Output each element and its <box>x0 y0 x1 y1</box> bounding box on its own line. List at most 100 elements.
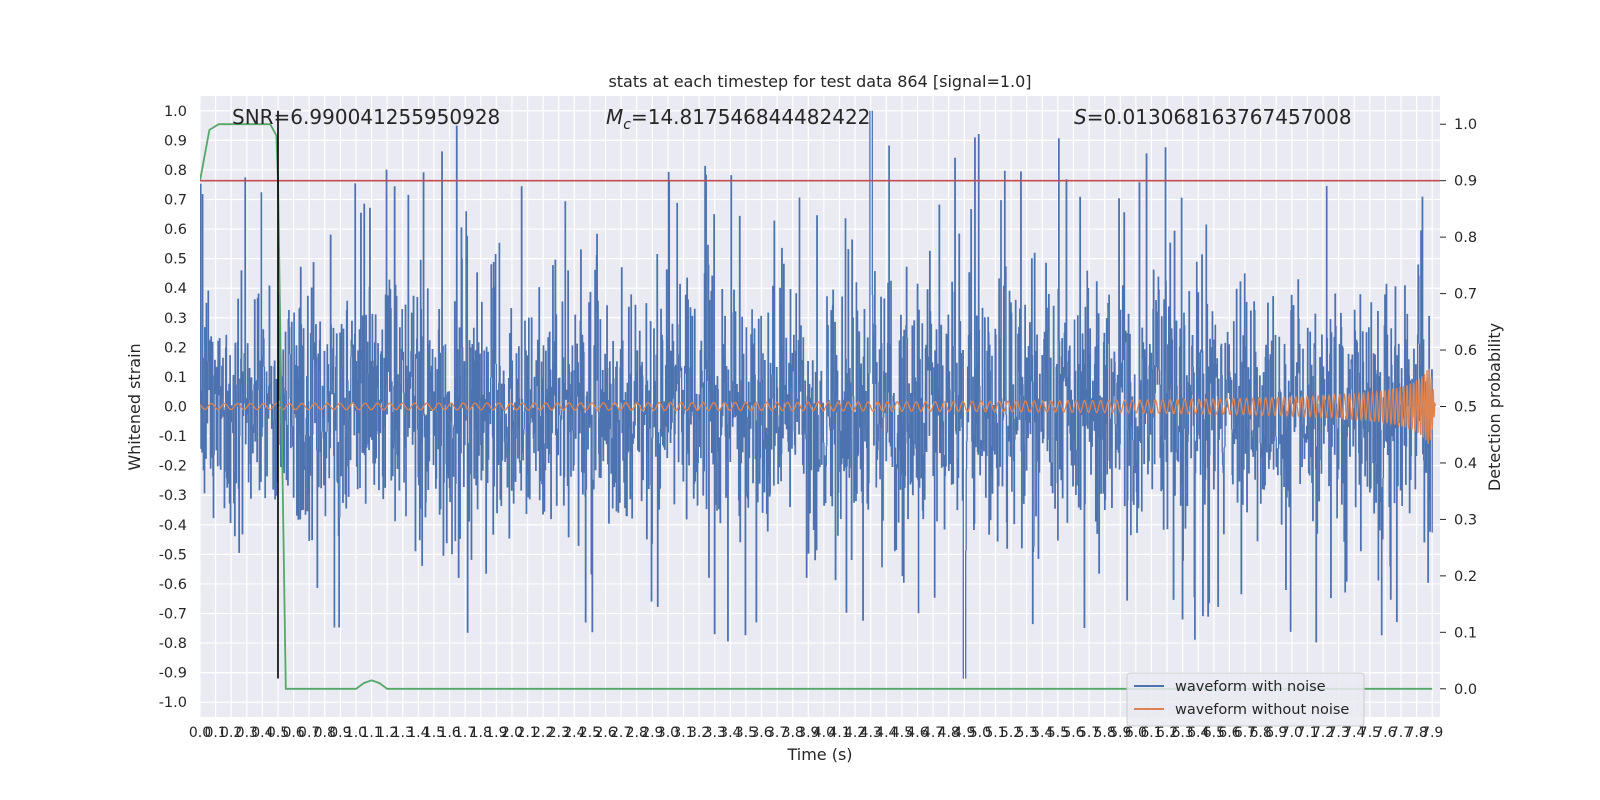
series-layer <box>200 110 1436 690</box>
x-tick-label: 7.8 <box>1405 725 1427 741</box>
chart-title: stats at each timestep for test data 864… <box>608 72 1031 91</box>
y-axis-right-ticks: 0.0 0.1 0.2 0.3 0.4 0.5 0.6 0.7 0.8 0.9 1.0 <box>1440 117 1477 698</box>
x-tick-label: 3.9 <box>797 725 819 741</box>
x-tick-label: 3.0 <box>657 725 679 741</box>
x-tick-label: 3.2 <box>688 725 710 741</box>
x-tick-label: 3.3 <box>704 725 726 741</box>
x-tick-label: 0.2 <box>220 725 242 741</box>
x-tick-label: 6.9 <box>1265 725 1287 741</box>
x-tick-label: 5.5 <box>1047 725 1069 741</box>
y-left-tick-label: -0.4 <box>159 518 187 534</box>
y-left-tick-label: -0.9 <box>159 666 187 682</box>
x-tick-label: 5.9 <box>1109 725 1131 741</box>
x-tick-label: 7.7 <box>1390 725 1412 741</box>
x-tick-label: 5.0 <box>969 725 991 741</box>
x-tick-label: 1.6 <box>438 725 460 741</box>
x-tick-label: 0.5 <box>267 725 289 741</box>
x-tick-label: 3.6 <box>750 725 772 741</box>
chirp-mass-annotation: Mc=14.817546844482422 <box>606 105 870 133</box>
y-left-tick-label: -0.8 <box>159 636 187 652</box>
y-left-tick-label: -0.2 <box>159 459 187 475</box>
x-tick-label: 1.3 <box>392 725 414 741</box>
x-tick-label: 0.3 <box>236 725 258 741</box>
y-left-tick-label: 0.0 <box>164 400 187 416</box>
y-right-tick-label: 0.1 <box>1454 625 1477 641</box>
x-tick-label: 2.0 <box>501 725 523 741</box>
x-tick-label: 0.4 <box>251 725 273 741</box>
x-tick-label: 6.7 <box>1234 725 1256 741</box>
y-left-tick-label: -1.0 <box>159 695 187 711</box>
x-tick-label: 5.6 <box>1062 725 1084 741</box>
series-waveform-with-noise <box>200 110 1433 679</box>
x-tick-label: 5.4 <box>1031 725 1053 741</box>
x-tick-label: 5.1 <box>984 725 1006 741</box>
x-tick-label: 1.8 <box>470 725 492 741</box>
y-right-tick-label: 0.2 <box>1454 569 1477 585</box>
series-detection-probability <box>200 123 1433 690</box>
x-tick-label: 5.7 <box>1078 725 1100 741</box>
y-right-tick-label: 0.0 <box>1454 682 1477 698</box>
x-tick-label: 7.0 <box>1281 725 1303 741</box>
y-left-tick-label: 0.8 <box>164 163 187 179</box>
x-tick-label: 6.8 <box>1249 725 1271 741</box>
x-tick-label: 7.3 <box>1327 725 1349 741</box>
y-left-tick-label: -0.6 <box>159 577 187 593</box>
y-left-tick-label: 0.1 <box>164 370 187 386</box>
chirp-mass-value: =14.817546844482422 <box>631 105 870 129</box>
legend: waveform with noise waveform without noi… <box>1126 672 1365 727</box>
x-tick-label: 5.3 <box>1016 725 1038 741</box>
y-left-tick-label: 0.7 <box>164 193 187 209</box>
y-right-tick-label: 1.0 <box>1454 117 1477 133</box>
y-left-tick-label: 1.0 <box>164 104 187 120</box>
y-left-tick-label: 0.2 <box>164 340 187 356</box>
legend-entry-noise: waveform with noise <box>1175 679 1326 695</box>
x-tick-label: 2.4 <box>563 725 585 741</box>
x-tick-label: 5.8 <box>1094 725 1116 741</box>
x-tick-label: 7.4 <box>1343 725 1365 741</box>
x-tick-label: 4.8 <box>938 725 960 741</box>
x-tick-label: 1.5 <box>423 725 445 741</box>
x-tick-label: 0.7 <box>298 725 320 741</box>
y-left-tick-label: 0.3 <box>164 311 187 327</box>
x-tick-label: 3.5 <box>735 725 757 741</box>
y-right-tick-label: 0.4 <box>1454 456 1477 472</box>
x-tick-label: 4.5 <box>891 725 913 741</box>
y-axis-left-label: Whitened strain <box>125 343 144 470</box>
x-tick-label: 2.5 <box>579 725 601 741</box>
x-tick-label: 6.2 <box>1156 725 1178 741</box>
x-tick-label: 2.2 <box>532 725 554 741</box>
y-left-tick-label: -0.5 <box>159 547 187 563</box>
legend-box <box>1126 672 1365 727</box>
x-tick-label: 4.2 <box>844 725 866 741</box>
y-right-tick-label: 0.5 <box>1454 400 1477 416</box>
x-tick-label: 1.1 <box>360 725 382 741</box>
legend-entry-clean: waveform without noise <box>1175 702 1349 718</box>
x-tick-label: 7.2 <box>1312 725 1334 741</box>
x-tick-label: 4.6 <box>906 725 928 741</box>
s-value: =0.013068163767457008 <box>1087 105 1352 129</box>
x-tick-label: 1.7 <box>454 725 476 741</box>
s-symbol: S <box>1074 105 1087 129</box>
chirp-mass-subscript: c <box>623 117 631 133</box>
x-tick-label: 3.8 <box>782 725 804 741</box>
x-tick-label: 1.9 <box>485 725 507 741</box>
x-tick-label: 3.1 <box>672 725 694 741</box>
x-tick-label: 7.5 <box>1359 725 1381 741</box>
y-axis-right-label: Detection probability <box>1485 323 1504 491</box>
y-left-tick-label: -0.3 <box>159 488 187 504</box>
x-tick-label: 7.9 <box>1421 725 1443 741</box>
y-right-tick-label: 0.3 <box>1454 512 1477 528</box>
x-tick-label: 6.5 <box>1203 725 1225 741</box>
x-tick-label: 5.2 <box>1000 725 1022 741</box>
series-waveform-without-noise <box>200 368 1436 445</box>
x-axis-label: Time (s) <box>786 745 852 764</box>
x-tick-label: 2.7 <box>610 725 632 741</box>
x-tick-label: 6.0 <box>1125 725 1147 741</box>
x-tick-label: 0.6 <box>282 725 304 741</box>
x-tick-label: 1.0 <box>345 725 367 741</box>
x-tick-label: 1.4 <box>407 725 429 741</box>
y-left-tick-label: 0.9 <box>164 133 187 149</box>
x-tick-label: 0.0 <box>189 725 211 741</box>
x-tick-label: 4.4 <box>875 725 897 741</box>
